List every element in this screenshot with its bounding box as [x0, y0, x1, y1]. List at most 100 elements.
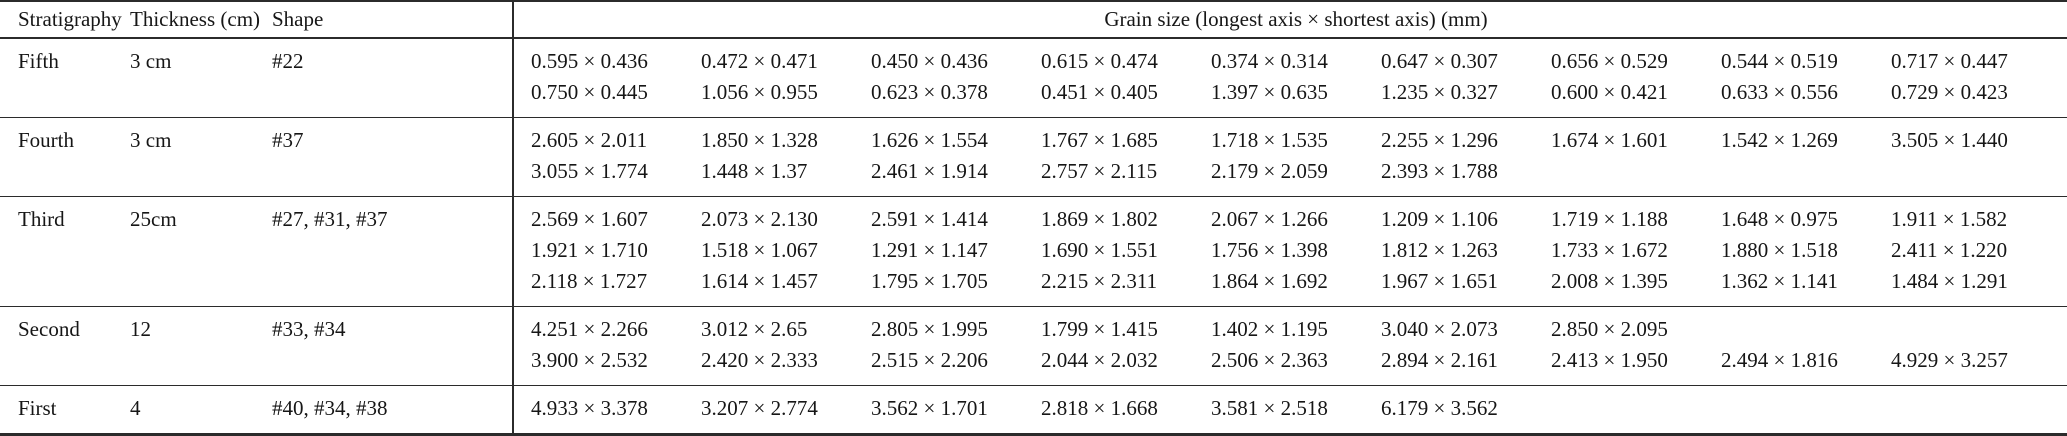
grain-size-value: 4.929 × 3.257 [1891, 348, 2008, 372]
grain-size-value: 2.413 × 1.950 [1551, 348, 1668, 372]
shape-cell: #22 [272, 49, 304, 73]
grain-size-value: 1.402 × 1.195 [1211, 317, 1328, 341]
grain-size-value [1891, 393, 2061, 424]
grain-size-value: 3.207 × 2.774 [701, 396, 818, 420]
grain-size-value: 1.648 × 0.975 [1721, 207, 1838, 231]
grain-size-value [1891, 156, 2061, 187]
grain-size-value: 0.451 × 0.405 [1041, 80, 1158, 104]
grain-size-value [1721, 156, 1891, 187]
grain-size-value: 0.729 × 0.423 [1891, 80, 2008, 104]
grain-size-value: 2.569 × 1.607 [531, 207, 648, 231]
grain-size-value: 0.633 × 0.556 [1721, 80, 1838, 104]
grain-size-value: 0.656 × 0.529 [1551, 49, 1668, 73]
grain-size-cell: 0.595 × 0.436 0.472 × 0.471 0.450 × 0.436 0… [512, 39, 2067, 117]
grain-size-value: 0.472 × 0.471 [701, 49, 818, 73]
grain-size-value: 1.719 × 1.188 [1551, 207, 1668, 231]
grain-size-grid: 2.605 × 2.011 1.850 × 1.328 1.626 × 1.554 1… [531, 125, 2061, 187]
grain-size-value: 2.506 × 2.363 [1211, 348, 1328, 372]
grain-size-grid: 0.595 × 0.436 0.472 × 0.471 0.450 × 0.436 0… [531, 46, 2061, 108]
grain-size-value: 1.484 × 1.291 [1891, 269, 2008, 293]
table-row: First 4 #40, #34, #38 4.933 × 3.378 3.207 × … [0, 386, 2067, 433]
grain-size-value: 1.518 × 1.067 [701, 238, 818, 262]
grain-size-value: 2.591 × 1.414 [871, 207, 988, 231]
grain-size-value: 4.251 × 2.266 [531, 317, 648, 341]
grain-size-value: 0.595 × 0.436 [531, 49, 648, 73]
grain-size-value: 3.012 × 2.65 [701, 317, 808, 341]
thickness-cell: 4 [130, 396, 141, 420]
grain-size-value: 1.795 × 1.705 [871, 269, 988, 293]
grain-size-grid: 4.251 × 2.266 3.012 × 2.65 2.805 × 1.995 1.… [531, 314, 2061, 376]
grain-size-value: 3.581 × 2.518 [1211, 396, 1328, 420]
shape-cell: #40, #34, #38 [272, 396, 388, 420]
shape-cell: #37 [272, 128, 304, 152]
grain-size-cell: 2.605 × 2.011 1.850 × 1.328 1.626 × 1.554 1… [512, 118, 2067, 196]
grain-size-value: 0.750 × 0.445 [531, 80, 648, 104]
grain-size-value [1721, 393, 1891, 424]
grain-size-value: 1.850 × 1.328 [701, 128, 818, 152]
header-grain-size: Grain size (longest axis × shortest axis… [512, 2, 2067, 37]
grain-size-value: 1.921 × 1.710 [531, 238, 648, 262]
grain-size-value: 1.448 × 1.37 [701, 159, 808, 183]
grain-size-value: 0.544 × 0.519 [1721, 49, 1838, 73]
grain-size-value: 3.505 × 1.440 [1891, 128, 2008, 152]
grain-size-value: 2.411 × 1.220 [1891, 238, 2008, 262]
grain-size-value: 1.718 × 1.535 [1211, 128, 1328, 152]
grain-size-value [1721, 314, 1891, 345]
grain-size-value: 1.690 × 1.551 [1041, 238, 1158, 262]
header-thickness: Thickness (cm) [130, 7, 261, 31]
grain-size-value: 6.179 × 3.562 [1381, 396, 1498, 420]
grain-size-value: 1.799 × 1.415 [1041, 317, 1158, 341]
shape-cell: #33, #34 [272, 317, 346, 341]
table-row: Fourth 3 cm #37 2.605 × 2.011 1.850 × 1.328 1… [0, 118, 2067, 197]
grain-size-value: 2.255 × 1.296 [1381, 128, 1498, 152]
grain-size-value: 0.374 × 0.314 [1211, 49, 1328, 73]
grain-size-value: 2.605 × 2.011 [531, 128, 648, 152]
header-stratigraphy: Stratigraphy [18, 7, 122, 31]
grain-size-value: 1.767 × 1.685 [1041, 128, 1158, 152]
grain-size-value: 1.812 × 1.263 [1381, 238, 1498, 262]
thickness-cell: 12 [130, 317, 151, 341]
grain-size-value: 2.067 × 1.266 [1211, 207, 1328, 231]
stratigraphy-cell: Second [18, 317, 80, 341]
grain-size-value [1551, 156, 1721, 187]
thickness-cell: 3 cm [130, 49, 172, 73]
grain-size-value: 2.393 × 1.788 [1381, 159, 1498, 183]
table-header-row: Stratigraphy Thickness (cm) Shape Grain … [0, 2, 2067, 39]
grain-size-value: 3.040 × 2.073 [1381, 317, 1498, 341]
table-row: Third 25cm #27, #31, #37 2.569 × 1.607 2.073… [0, 197, 2067, 307]
grain-size-value: 0.450 × 0.436 [871, 49, 988, 73]
grain-size-value: 2.215 × 2.311 [1041, 269, 1158, 293]
thickness-cell: 25cm [130, 207, 177, 231]
grain-size-value: 1.674 × 1.601 [1551, 128, 1668, 152]
grain-size-value: 1.614 × 1.457 [701, 269, 818, 293]
grain-size-value: 3.900 × 2.532 [531, 348, 648, 372]
grain-size-value: 2.850 × 2.095 [1551, 317, 1668, 341]
grain-size-value: 1.362 × 1.141 [1721, 269, 1838, 293]
grain-size-value [1891, 314, 2061, 345]
grain-size-value: 2.044 × 2.032 [1041, 348, 1158, 372]
grain-size-value: 2.757 × 2.115 [1041, 159, 1158, 183]
stratigraphy-cell: Fifth [18, 49, 59, 73]
grain-size-value: 1.756 × 1.398 [1211, 238, 1328, 262]
grain-size-value: 1.397 × 0.635 [1211, 80, 1328, 104]
grain-size-cell: 4.933 × 3.378 3.207 × 2.774 3.562 × 1.701 2… [512, 386, 2067, 433]
table-body: Fifth 3 cm #22 0.595 × 0.436 0.472 × 0.471 0.… [0, 39, 2067, 433]
table-row: Second 12 #33, #34 4.251 × 2.266 3.012 × 2.6… [0, 307, 2067, 386]
stratigraphy-cell: Fourth [18, 128, 75, 152]
grain-size-value: 0.623 × 0.378 [871, 80, 988, 104]
grain-size-value: 2.420 × 2.333 [701, 348, 818, 372]
grain-size-value: 1.880 × 1.518 [1721, 238, 1838, 262]
table-row: Fifth 3 cm #22 0.595 × 0.436 0.472 × 0.471 0.… [0, 39, 2067, 118]
grain-size-value: 1.626 × 1.554 [871, 128, 988, 152]
grain-size-value: 0.717 × 0.447 [1891, 49, 2008, 73]
header-shape: Shape [272, 7, 324, 31]
grain-size-grid: 2.569 × 1.607 2.073 × 2.130 2.591 × 1.414 1… [531, 204, 2061, 297]
grain-size-value: 2.515 × 2.206 [871, 348, 988, 372]
grain-size-value: 2.461 × 1.914 [871, 159, 988, 183]
grain-size-value: 1.056 × 0.955 [701, 80, 818, 104]
grain-size-value: 2.805 × 1.995 [871, 317, 988, 341]
grain-size-value: 2.008 × 1.395 [1551, 269, 1668, 293]
shape-cell: #27, #31, #37 [272, 207, 388, 231]
grain-size-value: 1.967 × 1.651 [1381, 269, 1498, 293]
